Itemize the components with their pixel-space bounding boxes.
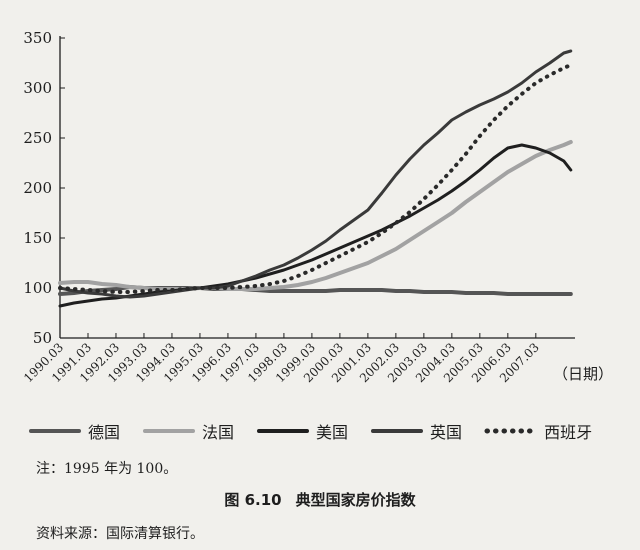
figure-number: 图 6.10: [224, 491, 282, 509]
figure-title: 典型国家房价指数: [295, 491, 416, 509]
legend-swatch: [257, 429, 310, 433]
legend-label: 法国: [202, 423, 235, 442]
series-line-3: [58, 143, 573, 308]
legend-swatch: [143, 429, 196, 433]
chart-note: 注：1995 年为 100。: [36, 461, 178, 477]
y-tick-label: 100: [23, 279, 52, 297]
legend-label: 美国: [316, 423, 349, 442]
legend-item: 西班牙: [484, 419, 592, 443]
legend-label: 西班牙: [544, 423, 593, 442]
figure-caption: 图 6.10 典型国家房价指数: [0, 489, 640, 510]
chart-legend: 德国 法国 美国 英国 西班牙: [28, 417, 628, 445]
house-price-chart: 501001502002503003501990.031991.031992.0…: [21, 29, 575, 385]
series-line-2: [58, 140, 573, 291]
series-line-5: [58, 63, 573, 294]
legend-swatch: [29, 429, 81, 433]
legend-item: 德国: [28, 419, 120, 443]
legend-item: 法国: [142, 419, 234, 443]
chart-series: [58, 49, 573, 308]
y-tick-label: 350: [23, 29, 52, 47]
legend-item: 英国: [370, 419, 462, 443]
chart-axes: 501001502002503003501990.031991.031992.0…: [21, 29, 575, 385]
y-tick-label: 50: [33, 329, 52, 347]
legend-swatch: [484, 428, 538, 434]
series-line-4: [58, 49, 573, 299]
legend-label: 英国: [430, 423, 463, 442]
y-tick-label: 200: [23, 179, 52, 197]
y-tick-label: 150: [23, 229, 52, 247]
legend-label: 德国: [88, 423, 121, 442]
x-axis-unit-label: （日期）: [553, 365, 614, 383]
legend-item: 美国: [256, 419, 348, 443]
y-tick-label: 300: [23, 79, 52, 97]
legend-swatch: [371, 429, 424, 433]
source-note: 资料来源：国际清算银行。: [36, 526, 204, 542]
y-tick-label: 250: [23, 129, 52, 147]
